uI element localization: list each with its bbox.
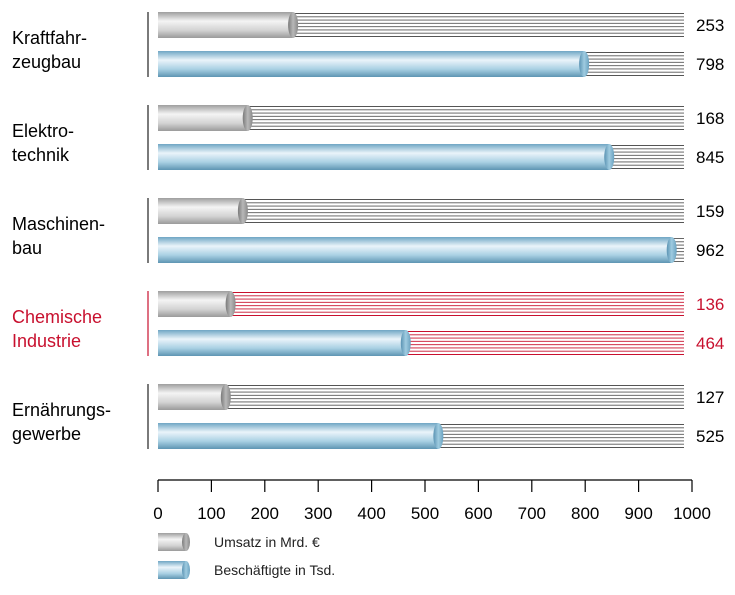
legend-swatch-cap <box>182 561 190 579</box>
value-label: 136 <box>696 295 724 314</box>
bar-beschaeftigte <box>158 423 444 449</box>
bar-beschaeftigte <box>158 237 677 263</box>
x-tick-label: 1000 <box>673 504 711 523</box>
x-tick-label: 500 <box>411 504 439 523</box>
value-label: 127 <box>696 388 724 407</box>
value-label: 168 <box>696 109 724 128</box>
category-label: technik <box>12 145 70 165</box>
category-label: bau <box>12 238 42 258</box>
category-label: Kraftfahr- <box>12 28 87 48</box>
legend-swatch <box>158 561 186 579</box>
category-label: Maschinen- <box>12 214 105 234</box>
x-tick-label: 300 <box>304 504 332 523</box>
value-label: 962 <box>696 241 724 260</box>
value-label: 845 <box>696 148 724 167</box>
x-tick-label: 700 <box>518 504 546 523</box>
category-label: Chemische <box>12 307 102 327</box>
category-label: Elektro- <box>12 121 74 141</box>
hatch-lines <box>240 199 684 223</box>
bar-beschaeftigte <box>158 330 411 356</box>
hatch-lines <box>607 145 684 169</box>
bar-umsatz <box>158 291 236 317</box>
legend-swatch <box>158 533 186 551</box>
value-label: 525 <box>696 427 724 446</box>
bar-beschaeftigte <box>158 144 615 170</box>
hatch-lines <box>291 13 684 37</box>
category-label: zeugbau <box>12 52 81 72</box>
value-label: 464 <box>696 334 724 353</box>
legend-label: Beschäftigte in Tsd. <box>214 562 335 578</box>
x-tick-label: 600 <box>464 504 492 523</box>
hatch-lines <box>223 385 684 409</box>
bar-beschaeftigte <box>158 51 590 77</box>
bar-umsatz <box>158 384 231 410</box>
x-tick-label: 100 <box>197 504 225 523</box>
x-tick-label: 200 <box>251 504 279 523</box>
hatch-lines <box>436 424 684 448</box>
x-tick-label: 400 <box>357 504 385 523</box>
hatch-lines <box>403 331 684 355</box>
bar-umsatz <box>158 198 248 224</box>
x-tick-label: 800 <box>571 504 599 523</box>
hatch-lines <box>582 52 684 76</box>
legend-label: Umsatz in Mrd. € <box>214 534 320 550</box>
category-label: gewerbe <box>12 424 81 444</box>
category-label: Industrie <box>12 331 81 351</box>
x-tick-label: 0 <box>153 504 162 523</box>
bar-umsatz <box>158 12 299 38</box>
legend-item: Beschäftigte in Tsd. <box>158 561 335 579</box>
x-tick-label: 900 <box>624 504 652 523</box>
value-label: 159 <box>696 202 724 221</box>
bar-umsatz <box>158 105 253 131</box>
legend-swatch-cap <box>182 533 190 551</box>
value-label: 798 <box>696 55 724 74</box>
legend-item: Umsatz in Mrd. € <box>158 533 320 551</box>
hatch-lines <box>228 292 684 316</box>
hatch-lines <box>245 106 684 130</box>
category-label: Ernährungs- <box>12 400 111 420</box>
value-label: 253 <box>696 16 724 35</box>
